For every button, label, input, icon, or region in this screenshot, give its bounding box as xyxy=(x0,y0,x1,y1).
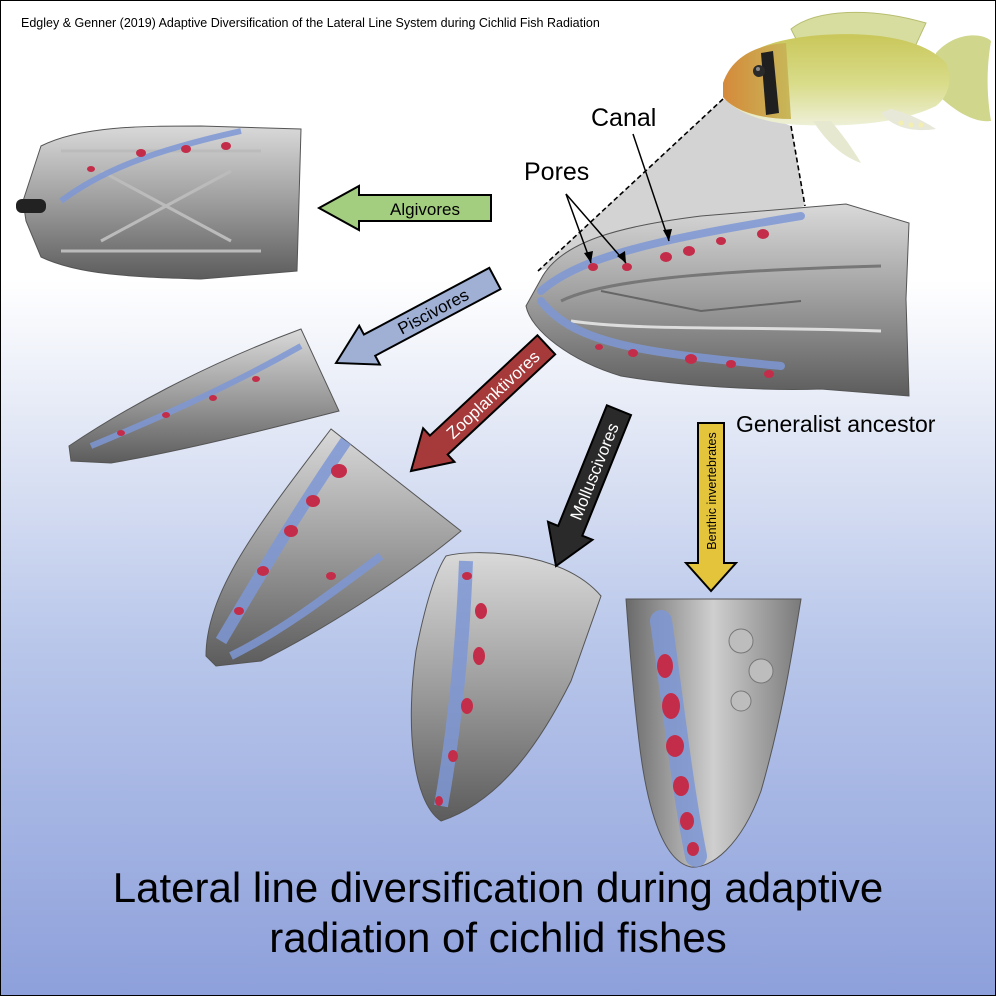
skull-zooplanktivore xyxy=(205,428,462,667)
pores-pointer-2 xyxy=(565,193,627,264)
skull-piscivore xyxy=(68,328,340,464)
fish-photo xyxy=(537,11,991,272)
skull-algivore xyxy=(16,125,302,280)
skull-benthic xyxy=(625,598,802,868)
zoom-wedge xyxy=(538,99,805,271)
arrow-piscivores: Piscivores xyxy=(334,266,502,366)
figure-title-line-2: radiation of cichlid fishes xyxy=(269,914,727,961)
arrow-benthic: Benthic invertebrates xyxy=(683,422,739,593)
arrow-zooplanktivores: Zooplanktivores xyxy=(409,333,557,473)
fish-eye xyxy=(753,65,765,77)
arrow-molluscivores: Molluscivores xyxy=(546,404,633,568)
figure-title: Lateral line diversification during adap… xyxy=(1,863,995,963)
label-pointers xyxy=(565,133,672,264)
fish-tail xyxy=(936,35,991,122)
pores-label: Pores xyxy=(524,158,590,186)
arrow-zooplanktivores-label: Zooplanktivores xyxy=(443,347,544,443)
generalist-ancestor-label: Generalist ancestor xyxy=(736,411,936,437)
arrow-algivores: Algivores xyxy=(316,184,492,232)
arrow-algivores-label: Algivores xyxy=(390,200,460,219)
arrow-benthic-label: Benthic invertebrates xyxy=(705,432,719,549)
zoom-line-right xyxy=(790,125,806,207)
skull-molluscivore xyxy=(410,552,602,822)
citation-text: Edgley & Genner (2019) Adaptive Diversif… xyxy=(21,16,600,30)
skull-generalist-ancestor xyxy=(525,203,910,397)
figure-title-line-1: Lateral line diversification during adap… xyxy=(112,864,884,911)
zoom-line-left xyxy=(537,98,724,272)
canal-pointer xyxy=(632,133,670,242)
pores-pointer-1 xyxy=(565,193,592,264)
fish-pelvic-fin xyxy=(813,121,861,163)
canal-label: Canal xyxy=(591,104,657,132)
fish-eye-band xyxy=(761,51,779,115)
